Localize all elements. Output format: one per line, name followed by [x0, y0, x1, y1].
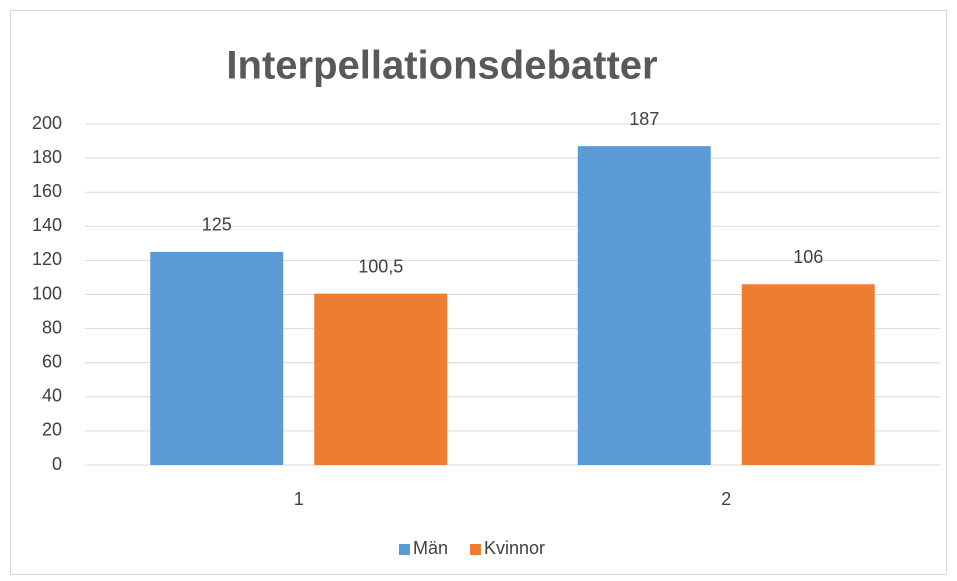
- y-tick-label: 60: [42, 351, 62, 371]
- x-tick-label: 2: [721, 489, 731, 509]
- y-tick-label: 0: [52, 454, 62, 474]
- legend-label: Kvinnor: [484, 538, 545, 558]
- y-tick-label: 140: [32, 215, 62, 235]
- y-tick-label: 120: [32, 249, 62, 269]
- bar: [314, 293, 448, 465]
- legend-label: Män: [413, 538, 448, 558]
- bar: [150, 251, 284, 465]
- bar: [741, 284, 875, 465]
- data-label: 100,5: [358, 256, 403, 276]
- y-tick-label: 180: [32, 147, 62, 167]
- data-label: 125: [202, 215, 232, 235]
- y-tick-label: 20: [42, 420, 62, 440]
- data-label: 187: [629, 109, 659, 129]
- data-label: 106: [793, 247, 823, 267]
- x-tick-label: 1: [294, 489, 304, 509]
- legend-swatch: [398, 544, 410, 555]
- y-tick-label: 100: [32, 283, 62, 303]
- chart-title: Interpellationsdebatter: [226, 44, 657, 88]
- legend-swatch: [469, 544, 481, 555]
- y-tick-label: 80: [42, 317, 62, 337]
- y-tick-label: 200: [32, 113, 62, 133]
- y-tick-label: 40: [42, 386, 62, 406]
- y-tick-label: 160: [32, 181, 62, 201]
- bar: [577, 146, 711, 466]
